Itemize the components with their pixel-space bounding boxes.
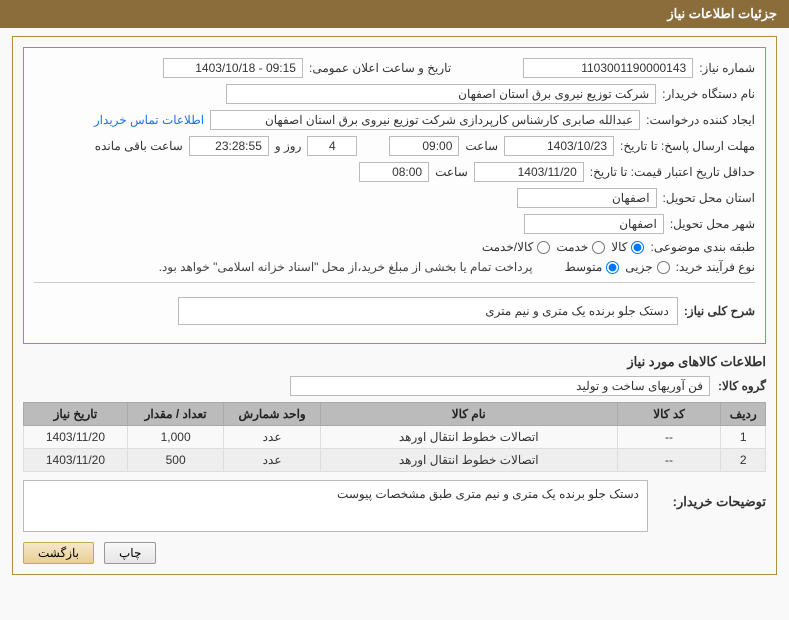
- time-remaining-field: 23:28:55: [189, 136, 269, 156]
- category-label: طبقه بندی موضوعی:: [650, 240, 755, 254]
- buyer-org-field: شرکت توزیع نیروی برق استان اصفهان: [226, 84, 656, 104]
- th-name: نام کالا: [320, 403, 617, 426]
- row-buyer-notes: توضیحات خریدار: دستک جلو برنده یک متری و…: [23, 480, 766, 532]
- reply-time-field: 09:00: [389, 136, 459, 156]
- row-price-validity: حداقل تاریخ اعتبار قیمت: تا تاریخ: 1403/…: [34, 162, 755, 182]
- actions-bar: چاپ بازگشت: [23, 542, 766, 564]
- goods-section-title: اطلاعات کالاهای مورد نیاز: [23, 354, 766, 370]
- row-purchase-type: نوع فرآیند خرید: جزیی متوسط پرداخت تمام …: [34, 260, 755, 274]
- radio-medium-input[interactable]: [606, 261, 619, 274]
- row-buyer-org: نام دستگاه خریدار: شرکت توزیع نیروی برق …: [34, 84, 755, 104]
- days-remaining-field: 4: [307, 136, 357, 156]
- radio-medium[interactable]: متوسط: [565, 260, 620, 274]
- radio-goods-service-input[interactable]: [537, 241, 550, 254]
- separator-1: [34, 282, 755, 283]
- time-label-1: ساعت: [465, 139, 498, 153]
- delivery-city-field: اصفهان: [524, 214, 664, 234]
- price-date-field: 1403/11/20: [474, 162, 584, 182]
- row-need-number: شماره نیاز: 1103001190000143 تاریخ و ساع…: [34, 58, 755, 78]
- price-validity-label: حداقل تاریخ اعتبار قیمت: تا تاریخ:: [590, 165, 755, 179]
- details-panel: شماره نیاز: 1103001190000143 تاریخ و ساع…: [23, 47, 766, 344]
- page-title: جزئیات اطلاعات نیاز: [667, 6, 777, 21]
- table-row: 1 -- اتصالات خطوط انتقال اورهد عدد 1,000…: [24, 426, 766, 449]
- requester-label: ایجاد کننده درخواست:: [646, 113, 755, 127]
- row-category: طبقه بندی موضوعی: کالا خدمت کالا/خدمت: [34, 240, 755, 254]
- payment-note: پرداخت تمام یا بخشی از مبلغ خرید،از محل …: [159, 260, 533, 274]
- announce-label: تاریخ و ساعت اعلان عمومی:: [309, 61, 451, 75]
- radio-service-input[interactable]: [592, 241, 605, 254]
- need-number-label: شماره نیاز:: [699, 61, 755, 75]
- row-goods-group: گروه کالا: فن آوریهای ساخت و تولید: [23, 376, 766, 396]
- row-requester: ایجاد کننده درخواست: عبدالله صابری کارشن…: [34, 110, 755, 130]
- th-qty: تعداد / مقدار: [127, 403, 223, 426]
- th-row: ردیف: [721, 403, 766, 426]
- need-summary-box: دستک جلو برنده یک متری و نیم متری: [178, 297, 678, 325]
- buyer-contact-link[interactable]: اطلاعات تماس خریدار: [94, 113, 204, 127]
- buyer-org-label: نام دستگاه خریدار:: [662, 87, 755, 101]
- price-time-field: 08:00: [359, 162, 429, 182]
- radio-small[interactable]: جزیی: [625, 260, 669, 274]
- purchase-type-label: نوع فرآیند خرید:: [676, 260, 755, 274]
- buyer-notes-label: توضیحات خریدار:: [656, 480, 766, 510]
- radio-goods-input[interactable]: [631, 241, 644, 254]
- th-unit: واحد شمارش: [224, 403, 320, 426]
- need-summary-label: شرح کلی نیاز:: [684, 304, 755, 318]
- th-date: تاریخ نیاز: [24, 403, 128, 426]
- page-title-bar: جزئیات اطلاعات نیاز: [0, 0, 789, 28]
- remaining-suffix: ساعت باقی مانده: [95, 139, 183, 153]
- back-button[interactable]: بازگشت: [23, 542, 94, 564]
- reply-date-field: 1403/10/23: [504, 136, 614, 156]
- row-delivery-city: شهر محل تحویل: اصفهان: [34, 214, 755, 234]
- days-word: روز و: [275, 139, 302, 153]
- radio-goods-service[interactable]: کالا/خدمت: [482, 240, 550, 254]
- buyer-notes-box: دستک جلو برنده یک متری و نیم متری طبق مش…: [23, 480, 648, 532]
- announce-field: 1403/10/18 - 09:15: [163, 58, 303, 78]
- row-delivery-province: استان محل تحویل: اصفهان: [34, 188, 755, 208]
- table-row: 2 -- اتصالات خطوط انتقال اورهد عدد 500 1…: [24, 449, 766, 472]
- outer-frame: شماره نیاز: 1103001190000143 تاریخ و ساع…: [12, 36, 777, 575]
- goods-group-label: گروه کالا:: [718, 379, 766, 393]
- requester-field: عبدالله صابری کارشناس کارپردازی شرکت توز…: [210, 110, 640, 130]
- table-header-row: ردیف کد کالا نام کالا واحد شمارش تعداد /…: [24, 403, 766, 426]
- need-number-field: 1103001190000143: [523, 58, 693, 78]
- print-button[interactable]: چاپ: [104, 542, 156, 564]
- delivery-province-field: اصفهان: [517, 188, 657, 208]
- reply-deadline-label: مهلت ارسال پاسخ: تا تاریخ:: [620, 139, 755, 153]
- goods-group-field: فن آوریهای ساخت و تولید: [290, 376, 710, 396]
- delivery-city-label: شهر محل تحویل:: [670, 217, 755, 231]
- goods-table: ردیف کد کالا نام کالا واحد شمارش تعداد /…: [23, 402, 766, 472]
- delivery-province-label: استان محل تحویل:: [663, 191, 755, 205]
- radio-small-input[interactable]: [657, 261, 670, 274]
- row-reply-deadline: مهلت ارسال پاسخ: تا تاریخ: 1403/10/23 سا…: [34, 136, 755, 156]
- time-label-2: ساعت: [435, 165, 468, 179]
- th-code: کد کالا: [617, 403, 721, 426]
- radio-goods[interactable]: کالا: [611, 240, 644, 254]
- radio-service[interactable]: خدمت: [556, 240, 605, 254]
- row-need-summary: شرح کلی نیاز: دستک جلو برنده یک متری و ن…: [34, 291, 755, 331]
